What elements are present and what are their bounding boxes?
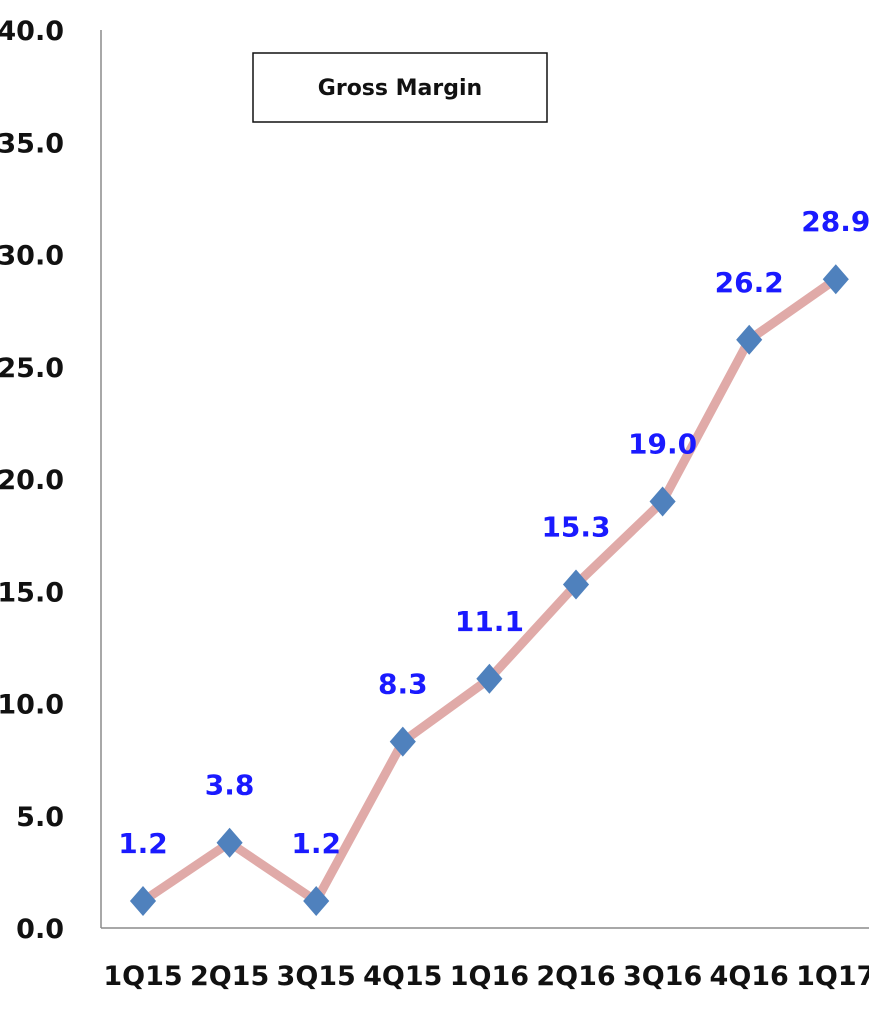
x-tick-label: 3Q15 — [277, 961, 356, 992]
data-label: 15.3 — [541, 511, 610, 544]
data-point-marker — [303, 886, 330, 917]
x-tick-label: 4Q15 — [363, 961, 442, 992]
data-label: 1.2 — [291, 827, 341, 860]
x-tick-label: 2Q16 — [536, 961, 615, 992]
data-label: 3.8 — [205, 769, 255, 802]
y-tick-label: 20.0 — [0, 465, 64, 496]
data-label: 28.9 — [801, 205, 869, 238]
data-label: 11.1 — [455, 605, 524, 638]
legend-box — [252, 52, 548, 123]
legend: Gross Margin — [252, 52, 548, 123]
y-tick-label: 10.0 — [0, 690, 64, 721]
data-label: 19.0 — [628, 427, 697, 460]
y-tick-label: 5.0 — [16, 802, 64, 833]
data-point-marker — [649, 486, 676, 517]
data-point-marker — [562, 569, 590, 600]
data-label: 8.3 — [378, 668, 428, 701]
data-label: 1.2 — [118, 827, 168, 860]
data-point-marker — [389, 726, 416, 757]
y-tick-label: 30.0 — [0, 241, 64, 272]
data-point-marker — [476, 663, 503, 694]
x-tick-label: 3Q16 — [623, 961, 702, 992]
series-markers — [129, 264, 849, 917]
series-gross-margin: 1.2 3.8 1.2 8.3 11.1 15.3 19.0 26.2 28.9 — [118, 205, 869, 917]
legend-label: Gross Margin — [318, 76, 482, 101]
x-tick-label: 1Q15 — [103, 961, 182, 992]
x-tick-label: 1Q17 — [796, 961, 869, 992]
data-point-marker — [822, 264, 849, 295]
x-tick-label: 2Q15 — [190, 961, 269, 992]
y-tick-labels: 0.0 5.0 10.0 15.0 20.0 25.0 30.0 35.0 40.0 — [0, 16, 64, 945]
y-tick-label: 25.0 — [0, 353, 64, 384]
y-tick-label: 15.0 — [0, 577, 64, 608]
series-line — [138, 274, 841, 906]
x-tick-labels: 1Q15 2Q15 3Q15 4Q15 1Q16 2Q16 3Q16 4Q16 1Q17 — [103, 961, 869, 992]
x-tick-label: 4Q16 — [710, 961, 789, 992]
data-point-marker — [129, 886, 157, 917]
data-label: 26.2 — [715, 266, 784, 299]
y-tick-label: 35.0 — [0, 128, 64, 159]
data-point-marker — [736, 324, 763, 355]
data-point-marker — [216, 827, 243, 858]
y-tick-label: 40.0 — [0, 16, 64, 47]
y-tick-label: 0.0 — [16, 914, 64, 945]
x-tick-label: 1Q16 — [450, 961, 529, 992]
data-labels: 1.2 3.8 1.2 8.3 11.1 15.3 19.0 26.2 28.9 — [118, 205, 869, 860]
